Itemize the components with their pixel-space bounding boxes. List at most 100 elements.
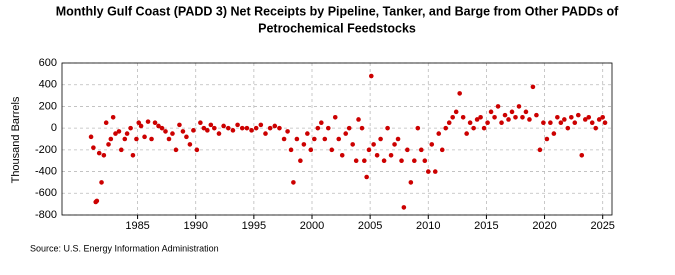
chart-title: Monthly Gulf Coast (PADD 3) Net Receipts…: [56, 4, 619, 18]
point: [205, 128, 210, 133]
point: [378, 136, 383, 142]
point: [572, 120, 578, 126]
point: [332, 114, 338, 120]
point: [194, 147, 200, 153]
point: [419, 147, 424, 153]
y-tick-label: -800: [35, 209, 57, 221]
point: [312, 136, 317, 142]
x-tick-label: 2005: [358, 220, 382, 232]
point: [106, 142, 111, 147]
point: [281, 136, 287, 142]
point: [305, 131, 310, 136]
point: [152, 120, 158, 126]
point: [362, 158, 367, 164]
point: [381, 158, 387, 164]
point: [145, 119, 151, 124]
point: [191, 128, 196, 133]
point: [371, 142, 376, 147]
point: [353, 158, 359, 164]
point: [122, 136, 128, 142]
point: [291, 180, 296, 185]
point: [385, 125, 390, 131]
point: [460, 114, 466, 120]
y-tick-label: 0: [51, 122, 57, 134]
point: [495, 104, 501, 109]
y-tick-label: -400: [35, 165, 57, 177]
point: [534, 112, 539, 118]
point: [325, 125, 331, 131]
point: [562, 117, 567, 122]
point: [101, 152, 107, 158]
point: [267, 125, 273, 131]
point: [184, 134, 189, 140]
point: [356, 117, 361, 122]
point: [422, 158, 428, 164]
y-tick-label: -600: [35, 187, 57, 199]
point: [443, 125, 449, 131]
point: [225, 125, 231, 131]
point: [113, 131, 118, 136]
point: [412, 158, 417, 164]
point: [429, 142, 435, 147]
point: [586, 114, 592, 120]
point: [180, 129, 186, 134]
point: [128, 125, 133, 131]
point: [565, 125, 571, 131]
point: [94, 198, 100, 204]
point: [464, 131, 469, 136]
point: [537, 147, 543, 153]
point: [138, 123, 144, 129]
point: [415, 125, 421, 131]
point: [401, 205, 407, 210]
point: [288, 147, 294, 153]
chart-title: Petrochemical Feedstocks: [258, 21, 416, 35]
point: [201, 125, 207, 131]
point: [492, 114, 497, 120]
point: [548, 120, 553, 126]
point: [156, 123, 161, 129]
point: [99, 180, 104, 185]
point: [509, 109, 515, 115]
point: [263, 131, 268, 136]
point: [315, 125, 321, 131]
point: [366, 147, 372, 153]
point: [436, 131, 442, 136]
point: [253, 125, 259, 131]
point: [513, 114, 518, 120]
point: [308, 147, 314, 153]
x-tick-label: 2020: [532, 220, 556, 232]
point: [474, 117, 480, 122]
point: [369, 73, 374, 79]
point: [408, 180, 414, 185]
x-tick-label: 1985: [125, 220, 149, 232]
x-tick-label: 2025: [590, 220, 614, 232]
point: [450, 114, 455, 120]
point: [453, 109, 459, 115]
point: [91, 145, 96, 150]
point: [488, 109, 494, 115]
point: [523, 109, 529, 115]
source: Source: U.S. Energy Information Administ…: [30, 243, 219, 253]
point: [108, 136, 114, 142]
point: [399, 158, 404, 164]
point: [593, 125, 599, 131]
point: [258, 122, 264, 128]
point: [142, 134, 147, 140]
y-axis-label: Thousand Barrels: [10, 96, 22, 183]
plot-frame: [61, 62, 613, 216]
point: [555, 114, 560, 120]
point: [272, 123, 278, 129]
point: [322, 136, 328, 142]
point: [166, 136, 172, 142]
point: [134, 136, 139, 142]
point: [221, 123, 226, 129]
point: [136, 120, 142, 126]
point: [457, 91, 462, 96]
x-tick-label: 1995: [242, 220, 266, 232]
point: [392, 142, 397, 147]
point: [230, 128, 236, 133]
point: [301, 142, 307, 147]
point: [551, 131, 557, 136]
y-tick-label: -200: [35, 144, 57, 156]
